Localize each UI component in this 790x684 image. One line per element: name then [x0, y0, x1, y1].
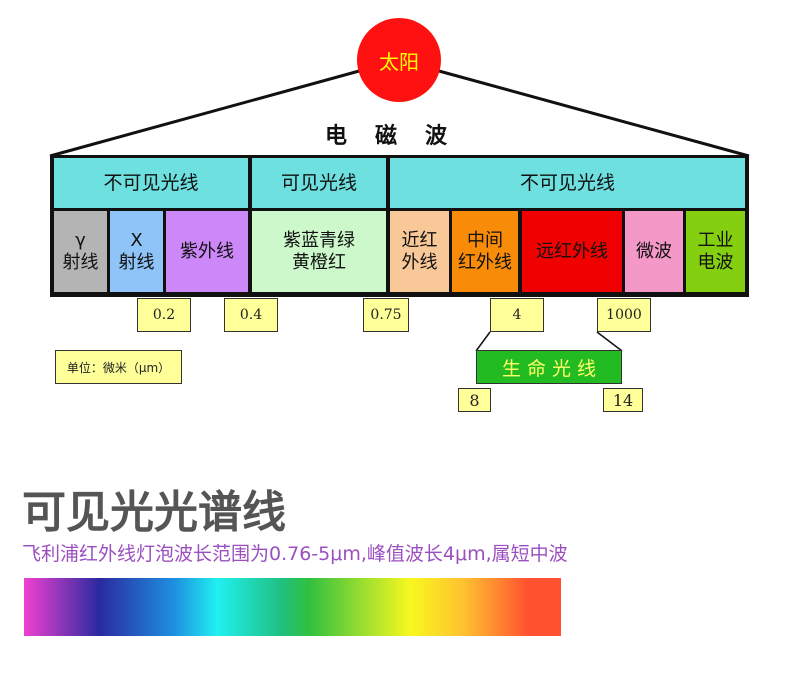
life-range-min: 8 — [458, 388, 491, 412]
spectrum-table: 不可见光线 可见光线 不可见光线 γ 射线 X 射线 紫外线 紫蓝青绿 黄橙红 … — [50, 155, 749, 297]
header-invisible-right: 不可见光线 — [390, 158, 745, 208]
spectrum-gradient-bar — [24, 578, 561, 636]
cell-uv: 紫外线 — [166, 211, 248, 292]
header-invisible-left: 不可见光线 — [54, 158, 248, 208]
boundary-0.75: 0.75 — [363, 298, 409, 332]
cell-microwave: 微波 — [625, 211, 683, 292]
life-range-max: 14 — [603, 388, 643, 412]
section-title: 可见光光谱线 — [22, 487, 286, 538]
unit-label: 单位：微米（μm） — [55, 350, 182, 384]
boundary-4: 4 — [490, 298, 544, 332]
boundary-0.2: 0.2 — [137, 298, 191, 332]
life-light-box: 生 命 光 线 — [476, 350, 622, 384]
boundary-1000: 1000 — [597, 298, 651, 332]
cell-xray: X 射线 — [110, 211, 163, 292]
section-subtitle: 飞利浦红外线灯泡波长范围为0.76-5μm,峰值波长4μm,属短中波 — [22, 543, 568, 565]
connector-lines — [49, 66, 750, 352]
cell-near-ir: 近红 外线 — [390, 211, 449, 292]
header-visible: 可见光线 — [252, 158, 386, 208]
cell-gamma: γ 射线 — [54, 211, 107, 292]
boundary-0.4: 0.4 — [224, 298, 278, 332]
cell-far-ir: 远红外线 — [522, 211, 622, 292]
cell-radio: 工业 电波 — [686, 211, 745, 292]
cell-mid-ir: 中间 红外线 — [452, 211, 518, 292]
cell-visible: 紫蓝青绿 黄橙红 — [252, 211, 386, 292]
sun-circle: 太阳 — [357, 18, 441, 102]
em-wave-label: 电磁波 — [324, 124, 475, 149]
